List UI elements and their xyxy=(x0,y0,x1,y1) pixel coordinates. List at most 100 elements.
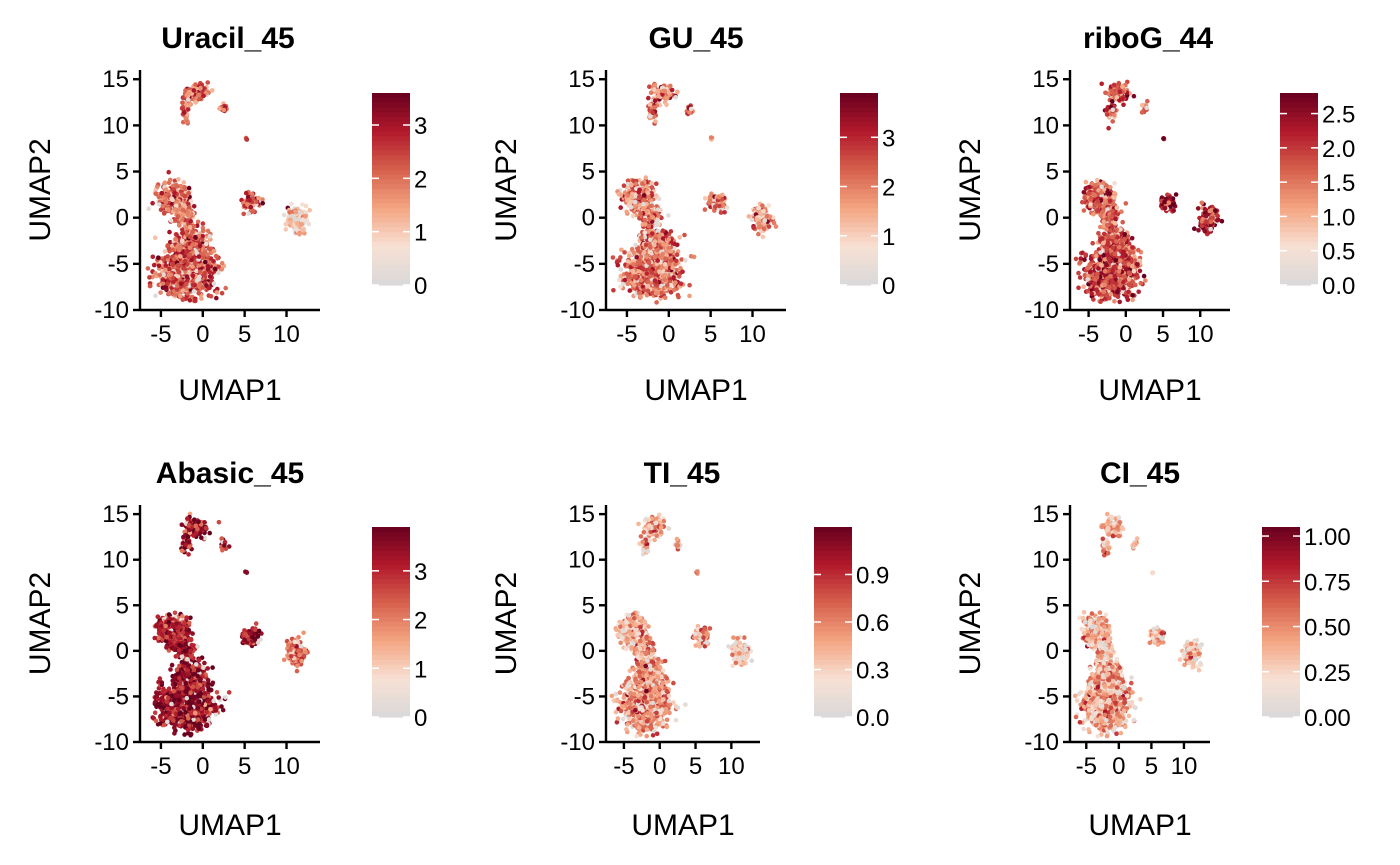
scatter-point xyxy=(649,181,654,186)
panel-title: riboG_44 xyxy=(1083,22,1213,55)
scatter-point xyxy=(185,97,191,102)
scatter-point xyxy=(247,197,252,203)
scatter-point xyxy=(165,254,171,259)
scatter-point xyxy=(1081,284,1086,290)
scatter-point xyxy=(166,291,172,296)
scatter-point xyxy=(756,206,761,211)
scatter-point xyxy=(168,272,173,278)
scatter-point xyxy=(181,180,187,185)
scatter-point xyxy=(175,273,181,279)
scatter-point xyxy=(630,213,636,219)
scatter-point xyxy=(618,255,623,260)
scatter-point xyxy=(180,288,186,294)
scatter-point xyxy=(646,95,651,101)
scatter-point xyxy=(209,88,215,93)
scatter-point xyxy=(295,221,300,226)
scatter-point xyxy=(187,234,193,240)
y-tick-label: -10 xyxy=(94,297,129,324)
scatter-point xyxy=(628,200,633,205)
scatter-point xyxy=(657,269,662,274)
colorbar-segment xyxy=(840,265,878,272)
scatter-point xyxy=(207,233,213,239)
scatter-point xyxy=(163,267,168,273)
colorbar-segment xyxy=(840,179,878,185)
scatter-point xyxy=(190,229,195,235)
scatter-point xyxy=(638,294,643,300)
colorbar-segment xyxy=(840,150,878,156)
colorbar-segment xyxy=(372,184,410,190)
colorbar-tick-label: 1 xyxy=(414,220,427,247)
scatter-point xyxy=(1130,297,1135,303)
scatter-point xyxy=(162,180,168,185)
scatter-point xyxy=(203,241,209,247)
scatter-point xyxy=(208,294,214,299)
scatter-point xyxy=(202,270,207,276)
scatter-point xyxy=(241,211,246,217)
scatter-point xyxy=(662,295,668,301)
y-tick-label: 15 xyxy=(102,66,129,93)
colorbar-tick-label: 3 xyxy=(414,113,427,140)
scatter-point xyxy=(673,95,678,100)
scatter-point xyxy=(297,232,302,237)
y-tick-label: -5 xyxy=(574,251,595,278)
colorbar-segment xyxy=(840,208,878,214)
scatter-point xyxy=(640,266,646,272)
scatter-point xyxy=(307,207,313,213)
y-tick-label: 0 xyxy=(582,205,595,232)
scatter-point xyxy=(182,258,188,264)
y-tick-label: 15 xyxy=(568,66,595,93)
scatter-point xyxy=(628,205,634,210)
scatter-point xyxy=(165,243,171,248)
scatter-point xyxy=(213,253,219,259)
scatter-point xyxy=(636,189,642,195)
scatter-point xyxy=(621,183,627,188)
scatter-point xyxy=(205,80,210,85)
scatter-point xyxy=(147,283,153,289)
colorbar-segment xyxy=(840,246,878,252)
colorbar-segment xyxy=(840,165,878,171)
colorbar-segment xyxy=(840,270,878,276)
scatter-point xyxy=(197,274,202,280)
colorbar-segment xyxy=(840,131,878,137)
scatter-point xyxy=(662,261,668,267)
scatter-point xyxy=(638,254,644,259)
x-tick-label: -5 xyxy=(616,321,637,348)
scatter-point xyxy=(624,271,629,277)
scatter-point xyxy=(669,87,675,93)
scatter-point xyxy=(196,290,201,296)
scatter-point xyxy=(673,258,679,264)
scatter-point xyxy=(682,232,687,238)
colorbar-segment xyxy=(372,131,410,137)
scatter-point xyxy=(176,270,182,275)
scatter-point xyxy=(288,220,294,225)
scatter-point xyxy=(166,207,171,212)
colorbar-segment xyxy=(372,112,410,118)
scatter-point xyxy=(186,190,191,196)
scatter-point xyxy=(293,209,299,215)
scatter-point xyxy=(670,265,675,271)
scatter-point xyxy=(163,192,168,198)
scatter-point xyxy=(207,274,213,279)
scatter-point xyxy=(1141,273,1147,279)
scatter-points xyxy=(1073,79,1225,305)
scatter-point xyxy=(289,201,294,207)
scatter-point xyxy=(216,270,221,276)
scatter-point xyxy=(303,203,309,209)
scatter-point xyxy=(724,205,730,210)
colorbar-segment xyxy=(840,102,878,108)
scatter-point xyxy=(641,201,646,207)
scatter-point xyxy=(671,287,677,293)
scatter-point xyxy=(176,177,181,182)
colorbar-segment xyxy=(840,169,878,176)
colorbar-segment xyxy=(372,203,410,209)
scatter-point xyxy=(618,205,623,210)
colorbar-segment xyxy=(372,193,410,200)
scatter-point xyxy=(676,274,682,279)
colorbar-segment xyxy=(372,265,410,272)
scatter-point xyxy=(256,195,262,201)
colorbar-segment xyxy=(840,213,878,219)
scatter-point xyxy=(716,194,722,200)
colorbar-tick-label: 0 xyxy=(882,273,895,300)
scatter-point xyxy=(756,221,761,226)
scatter-point xyxy=(625,193,630,198)
